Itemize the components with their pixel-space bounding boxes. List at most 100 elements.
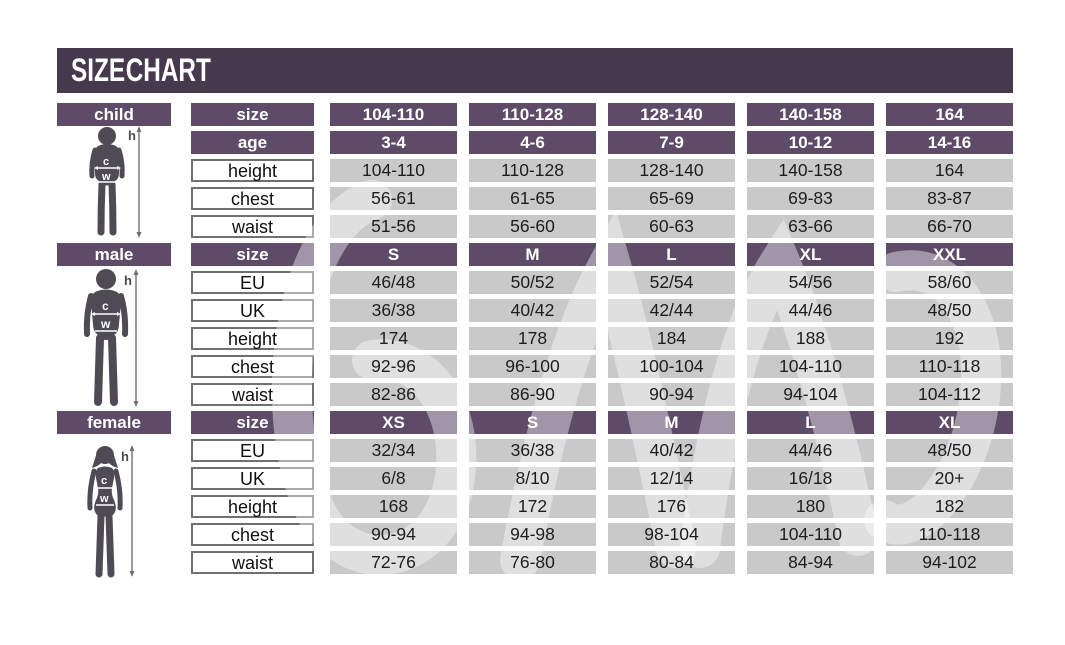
row-label-text: EU [239,440,265,461]
female-hair-left [92,452,102,468]
value-text: 36/38 [510,439,555,460]
value-text: 104-110 [362,159,425,180]
row-label-size: size [191,243,314,266]
value-cell: 164 [886,159,1013,182]
value-text: 140-158 [779,105,842,124]
value-cell: 192 [886,327,1013,350]
child-head [98,127,116,145]
value-cell: 94-102 [886,551,1013,574]
value-cell: 172 [469,495,596,518]
child-torso [94,144,120,186]
male-arm-right [118,293,129,337]
table-row: UK 36/38 40/42 42/44 44/46 48/50 [57,299,1013,322]
title-bar: SIZE CHART [57,48,1013,93]
value-cell: 40/42 [469,299,596,322]
row-label-text: height [227,160,278,181]
value-cell: 98-104 [608,523,735,546]
section-male: male size S M L XL XXL EU 46/48 50/52 52/54 54/56 58… [57,243,1013,406]
value-text: 110-118 [918,355,981,376]
female-figure-icon: c w h [87,445,135,578]
value-text: 56-61 [371,187,416,208]
value-text: 4-6 [520,133,545,152]
value-text: 32/34 [371,439,416,460]
value-cell: 10-12 [747,131,874,154]
value-text: 63-66 [788,215,833,236]
value-cell: 104-110 [747,523,874,546]
value-cell: 51-56 [330,215,457,238]
value-text: 174 [378,327,409,348]
row-label-waist: waist [191,551,314,574]
value-text: 48/50 [927,299,972,320]
male-leg-right [108,334,118,406]
value-text: 86-90 [510,383,555,404]
value-cell: 65-69 [608,187,735,210]
height-arrowhead-top [129,445,135,451]
value-cell: 16/18 [747,467,874,490]
value-text: 164 [935,105,964,124]
value-text: 180 [795,495,826,516]
value-cell: 48/50 [886,439,1013,462]
value-cell: 58/60 [886,271,1013,294]
value-text: 40/42 [649,439,694,460]
value-text: XS [382,413,405,432]
value-text: 40/42 [510,299,555,320]
value-text: 10-12 [788,133,833,152]
value-text: 44/46 [788,299,833,320]
value-text: 92-96 [371,355,416,376]
value-cell: 104-110 [330,159,457,182]
value-text: XL [799,245,822,264]
value-cell: XL [747,243,874,266]
value-cell: 110-118 [886,355,1013,378]
category-text: female [87,413,141,432]
value-text: 36/38 [371,299,416,320]
row-label-text: waist [231,216,273,237]
height-arrowhead-bottom [133,401,139,407]
row-label-chest: chest [191,355,314,378]
value-text: 182 [934,495,965,516]
value-cell: L [747,411,874,434]
value-cell: 3-4 [330,131,457,154]
value-cell: 100-104 [608,355,735,378]
value-text: 90-94 [649,383,694,404]
value-cell: 8/10 [469,467,596,490]
value-text: S [526,413,539,432]
height-arrowhead-top [136,126,142,132]
value-cell: 140-158 [747,103,874,126]
value-text: XL [938,413,961,432]
value-cell: 44/46 [747,439,874,462]
table-row: chest 56-61 61-65 65-69 69-83 83-87 [57,187,1013,210]
value-text: 66-70 [927,215,972,236]
section-female: female size XS S M L XL EU 32/34 36/38 40/42 44/46 4… [57,411,1013,574]
table-row: height 174 178 184 188 192 [57,327,1013,350]
value-text: 8/10 [515,467,550,488]
value-text: L [805,413,816,432]
value-cell: 90-94 [330,523,457,546]
row-label-text: size [236,413,269,432]
female-leg-left [95,512,105,578]
value-text: 110-118 [918,523,981,544]
value-cell: 184 [608,327,735,350]
row-label-size: size [191,103,314,126]
value-cell: 128-140 [608,103,735,126]
value-text: 104-112 [918,383,981,404]
value-text: 54/56 [788,271,833,292]
value-text: 192 [934,327,965,348]
value-text: M [525,245,540,264]
value-text: 3-4 [381,133,406,152]
value-text: 90-94 [371,523,416,544]
value-text: 69-83 [788,187,833,208]
chest-mark-label: c [101,475,107,487]
value-cell: 61-65 [469,187,596,210]
category-label-male: male [57,243,171,266]
row-label-UK: UK [191,467,314,490]
table-row: height 104-110 110-128 128-140 140-158 164 [57,159,1013,182]
waist-mark-label: w [99,493,109,505]
value-cell: 90-94 [608,383,735,406]
value-cell: 54/56 [747,271,874,294]
value-text: 100-104 [639,355,704,376]
value-text: 12/14 [649,467,694,488]
value-text: L [666,245,677,264]
row-label-UK: UK [191,299,314,322]
male-head [96,269,116,289]
